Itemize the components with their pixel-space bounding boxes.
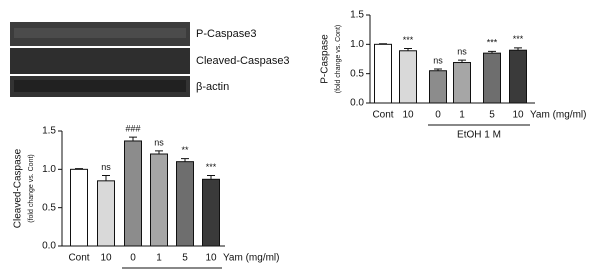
error-bar	[207, 174, 215, 180]
y-tick-label: 1.0	[42, 164, 56, 175]
group-label: EtOH 1 M	[457, 130, 501, 141]
significance-label: ns	[101, 162, 111, 172]
significance-label: ns	[154, 137, 164, 147]
x-unit-label: Yam (mg/ml)	[530, 110, 586, 121]
y-axis-label: Cleaved-Caspase	[13, 148, 24, 228]
x-tick-label: Cont	[372, 110, 393, 121]
x-tick-label: 1	[459, 110, 465, 121]
bar	[176, 161, 194, 247]
bar	[453, 62, 471, 104]
x-tick-label: 0	[130, 253, 136, 264]
x-tick-label: 5	[489, 110, 495, 121]
error-bar	[129, 136, 137, 141]
significance-label: ***	[206, 162, 217, 172]
error-bar	[404, 47, 412, 51]
bar	[124, 140, 142, 247]
y-tick-label: 0.5	[350, 68, 364, 79]
error-bar	[102, 174, 110, 181]
y-tick-label: 0.0	[42, 241, 56, 252]
blot-band	[14, 28, 186, 38]
error-bar	[514, 47, 522, 51]
significance-label: **	[181, 145, 189, 155]
x-unit-label: Yam (mg/ml)	[223, 253, 279, 264]
bar	[97, 180, 115, 247]
western-blot: P-Caspase3 Cleaved-Caspase3 β-actin	[10, 22, 290, 97]
significance-label: ***	[403, 35, 414, 45]
error-bar	[75, 168, 83, 170]
error-bar	[458, 59, 466, 63]
y-tick-label: 0.0	[350, 98, 364, 109]
x-tick-label: 1	[156, 253, 162, 264]
y-tick-label: 0.5	[42, 202, 56, 213]
bar	[509, 49, 527, 104]
blot-label: β-actin	[196, 81, 229, 93]
error-bar	[488, 50, 496, 54]
y-axis-sublabel: (fold change vs. Cont)	[28, 154, 35, 222]
x-tick-label: Cont	[68, 253, 89, 264]
x-tick-label: 0	[435, 110, 441, 121]
x-tick-label: 10	[205, 253, 217, 264]
error-bar	[434, 68, 442, 71]
bar	[429, 70, 447, 104]
error-bar	[379, 43, 387, 45]
x-tick-label: 10	[100, 253, 112, 264]
bar	[202, 178, 220, 247]
x-tick-label: 5	[182, 253, 188, 264]
error-bar	[155, 150, 163, 154]
y-tick-label: 1.0	[350, 39, 364, 50]
bar	[70, 168, 88, 247]
x-tick-label: 10	[402, 110, 414, 121]
y-tick-label: 1.5	[350, 10, 364, 21]
bar	[399, 50, 417, 104]
blot-band	[10, 48, 190, 74]
blot-band	[14, 80, 186, 92]
bar	[483, 52, 501, 104]
significance-label: ns	[433, 55, 443, 65]
y-axis-label: P-Caspase	[320, 34, 331, 84]
significance-label: ***	[513, 34, 524, 44]
x-tick-label: 10	[512, 110, 524, 121]
blot-label: Cleaved-Caspase3	[196, 55, 290, 67]
significance-label: ns	[457, 47, 467, 57]
y-axis-sublabel: (fold change vs. Cont)	[335, 25, 342, 93]
significance-label: ###	[125, 124, 140, 134]
bar	[150, 153, 168, 247]
blot-label: P-Caspase3	[196, 28, 257, 40]
y-tick-label: 1.5	[42, 126, 56, 137]
error-bar	[181, 158, 189, 162]
bar	[374, 43, 392, 104]
significance-label: ***	[487, 38, 498, 48]
